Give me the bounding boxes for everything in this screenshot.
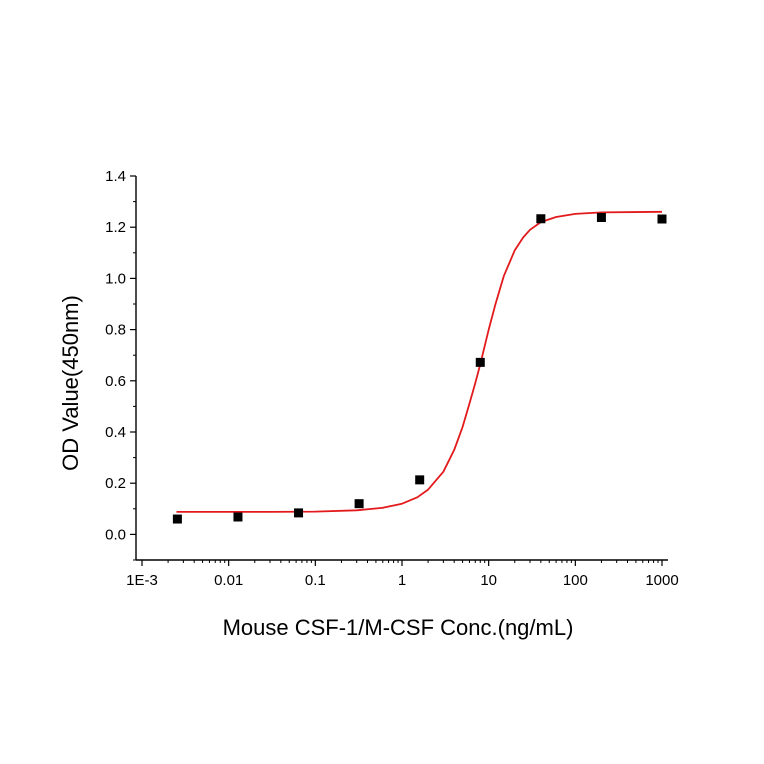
fit-curve-layer <box>176 210 663 513</box>
y-tick-label: 0.8 <box>105 322 126 339</box>
x-tick-label: 1E-3 <box>126 572 158 589</box>
fit-curve <box>176 210 663 513</box>
y-tick-label: 1.2 <box>105 219 126 236</box>
data-point <box>475 357 485 367</box>
y-tick-label: 0.6 <box>105 373 126 390</box>
y-tick-label: 1.0 <box>105 270 126 287</box>
data-points-layer <box>172 212 667 524</box>
data-point <box>354 499 364 509</box>
data-point <box>657 214 667 224</box>
x-tick-label: 1 <box>398 572 406 589</box>
x-tick-label: 10 <box>480 572 497 589</box>
data-point <box>172 514 182 524</box>
y-tick-label: 0.2 <box>105 475 126 492</box>
axes <box>135 176 668 561</box>
data-point <box>536 214 546 224</box>
x-tick-label: 100 <box>563 572 588 589</box>
y-tick-label: 0.0 <box>105 526 126 543</box>
data-point <box>596 212 606 222</box>
y-tick-label: 1.4 <box>105 168 126 185</box>
data-point <box>415 475 425 485</box>
y-ticks: 0.0 0.2 0.4 0.6 0.8 1.0 1.2 1.4 <box>105 168 136 561</box>
x-axis-title: Mouse CSF-1/M-CSF Conc.(ng/mL) <box>223 615 574 640</box>
x-tick-label: 0.1 <box>305 572 326 589</box>
y-axis-title: OD Value(450nm) <box>58 295 83 471</box>
x-tick-label: 1000 <box>645 572 678 589</box>
x-ticks: 1E-3 0.01 0.1 1 10 100 1000 <box>126 560 679 589</box>
data-point <box>294 508 304 518</box>
data-point <box>233 512 243 522</box>
y-tick-label: 0.4 <box>105 424 126 441</box>
x-tick-label: 0.01 <box>214 572 243 589</box>
